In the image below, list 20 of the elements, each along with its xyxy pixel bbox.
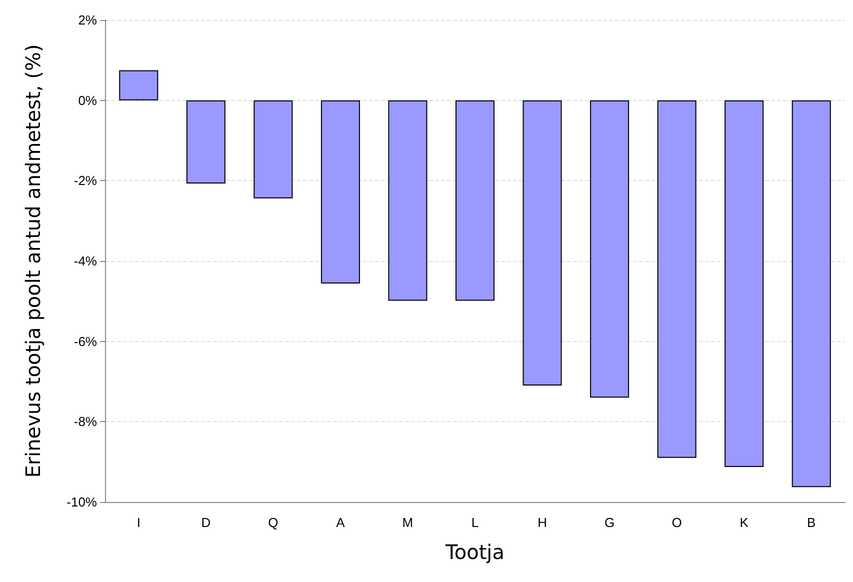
- x-tick-label: Q: [268, 515, 278, 530]
- x-tick-label: A: [336, 515, 346, 530]
- x-tick-label: L: [471, 515, 479, 530]
- x-tick-label: B: [807, 515, 816, 530]
- x-axis-title: Tootja: [444, 540, 504, 564]
- y-tick-label: -6%: [74, 334, 98, 349]
- x-tick-label: M: [402, 515, 414, 530]
- x-tick-label: D: [201, 515, 211, 530]
- y-tick-label: -2%: [74, 173, 98, 188]
- y-tick-label: -10%: [66, 494, 98, 510]
- x-tick-label: H: [538, 515, 547, 530]
- y-tick-label: -4%: [74, 254, 98, 268]
- x-tick-label: O: [672, 515, 682, 530]
- y-tick-label: 0%: [78, 92, 98, 108]
- y-tick-label: -8%: [74, 414, 98, 430]
- x-tick-label: I: [136, 515, 140, 530]
- x-tick-label: K: [740, 515, 749, 530]
- y-tick-label: 2%: [78, 12, 98, 28]
- y-axis-title: Erinevus tootja poolt antud andmetest, (%): [21, 44, 45, 478]
- x-tick-label: G: [604, 515, 615, 530]
